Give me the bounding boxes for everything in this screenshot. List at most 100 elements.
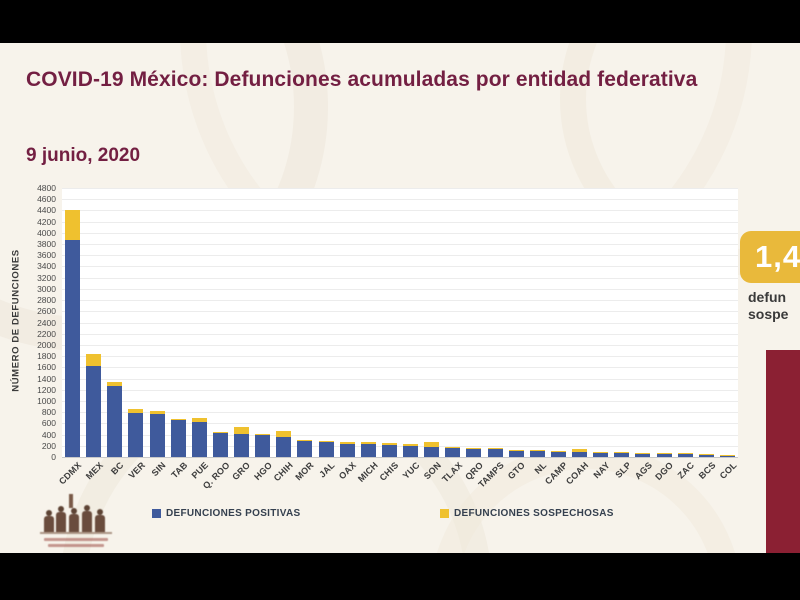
- x-tick-label-GTO: GTO: [506, 460, 528, 482]
- bar-positivas-NAY: [593, 451, 609, 457]
- bar-positivas-QRO: [466, 448, 482, 457]
- gridline: [62, 412, 738, 414]
- bar-positivas-COL: [719, 455, 735, 457]
- x-tick-label-NAY: NAY: [591, 460, 612, 481]
- bar-positivas-ZAC: [677, 453, 693, 457]
- bar-positivas-CHIH: [276, 436, 292, 457]
- logo-person-head: [46, 510, 52, 516]
- bar-sospechosas-OAX: [339, 441, 355, 444]
- y-tick-label: 1000: [37, 395, 56, 406]
- bar-positivas-TLAX: [445, 447, 461, 457]
- bar-positivas-GTO: [508, 450, 524, 457]
- government-logo: [38, 494, 114, 550]
- logo-text-blur: [48, 544, 104, 547]
- logo-person-head: [84, 505, 90, 511]
- x-tick-label-GRO: GRO: [230, 460, 253, 482]
- chart-legend: DEFUNCIONES POSITIVAS DEFUNCIONES SOSPEC…: [0, 508, 740, 528]
- y-tick-label: 4200: [37, 216, 56, 227]
- plot-area: [62, 188, 738, 458]
- date-label: 9 junio, 2020: [26, 145, 141, 166]
- gridline: [62, 434, 738, 436]
- bar-sospechosas-COAH: [572, 449, 588, 452]
- y-tick-label: 4400: [37, 205, 56, 216]
- side-maroon-rectangle: [766, 350, 800, 553]
- y-tick-label: 4800: [37, 183, 56, 193]
- bar-sospechosas-GRO: [234, 427, 250, 435]
- legend-item-positivas: DEFUNCIONES POSITIVAS: [152, 508, 300, 519]
- bar-positivas-HGO: [255, 434, 271, 457]
- logo-text-blur: [44, 538, 108, 541]
- bar-positivas-Q. ROO: [212, 433, 228, 457]
- x-tick-label-TLAX: TLAX: [439, 460, 464, 485]
- badge-caption-line2: sospe: [748, 306, 789, 322]
- bar-positivas-TAMPS: [487, 448, 503, 457]
- x-tick-label-CAMP: CAMP: [543, 460, 570, 487]
- logo-person-head: [58, 506, 64, 512]
- logo-base-line: [40, 532, 112, 534]
- bar-positivas-CHIS: [381, 444, 397, 457]
- y-tick-label: 0: [51, 452, 56, 462]
- y-tick-label: 1600: [37, 362, 56, 373]
- y-tick-label: 1800: [37, 351, 56, 362]
- gridline: [62, 266, 738, 268]
- x-tick-label-CHIH: CHIH: [271, 460, 295, 484]
- bar-sospechosas-MICH: [360, 442, 376, 445]
- logo-tower-figure: [69, 494, 73, 508]
- bar-positivas-BC: [107, 386, 123, 457]
- gridline: [62, 367, 738, 369]
- logo-figures: [42, 505, 110, 532]
- gridline: [62, 210, 738, 212]
- x-tick-label-COL: COL: [717, 460, 739, 481]
- badge-caption: defun sospe: [748, 289, 800, 323]
- bar-sospechosas-SIN: [149, 410, 165, 414]
- x-tick-label-CDMX: CDMX: [57, 460, 84, 487]
- x-tick-label-NL: NL: [532, 460, 549, 476]
- bar-sospechosas-BC: [107, 381, 123, 387]
- bar-sospechosas-JAL: [318, 441, 334, 443]
- logo-person-figure: [95, 509, 105, 532]
- y-tick-label: 2800: [37, 295, 56, 306]
- y-tick-label: 200: [41, 440, 56, 451]
- gridline: [62, 445, 738, 447]
- bar-positivas-CDMX: [65, 240, 81, 457]
- x-tick-label-SIN: SIN: [150, 460, 169, 479]
- gridline: [62, 300, 738, 302]
- y-tick-label: 2600: [37, 306, 56, 317]
- bar-sospechosas-MOR: [297, 440, 313, 441]
- bar-positivas-GRO: [234, 434, 250, 457]
- x-tick-label-SLP: SLP: [613, 460, 633, 480]
- x-tick-label-HGO: HGO: [251, 460, 274, 482]
- y-tick-label: 4600: [37, 194, 56, 205]
- bar-positivas-MOR: [297, 440, 313, 457]
- page-title: COVID-19 México: Defunciones acumuladas …: [26, 68, 698, 91]
- bar-positivas-COAH: [572, 451, 588, 457]
- bar-positivas-TAB: [170, 420, 186, 457]
- gridline: [62, 322, 738, 324]
- gridline: [62, 378, 738, 380]
- suspected-deaths-badge: 1,4: [740, 231, 800, 283]
- x-tick-label-DGO: DGO: [653, 460, 676, 482]
- bar-sospechosas-CAMP: [550, 450, 566, 452]
- gridline: [62, 423, 738, 425]
- x-tick-label-TAB: TAB: [169, 460, 190, 481]
- x-axis-labels: CDMX MEX BC VER SIN TAB PUE Q. ROO GRO HGO CHIH MOR…: [57, 460, 739, 500]
- bar-sospechosas-TAB: [170, 419, 186, 421]
- bar-positivas-AGS: [635, 453, 651, 457]
- gridline: [62, 188, 738, 189]
- y-tick-label: 2200: [37, 328, 56, 339]
- legend-label: DEFUNCIONES POSITIVAS: [166, 508, 301, 519]
- y-tick-label: 3600: [37, 250, 56, 261]
- y-tick-label: 4000: [37, 227, 56, 238]
- x-tick-label-YUC: YUC: [400, 460, 422, 481]
- bar-positivas-CAMP: [550, 451, 566, 457]
- gridline: [62, 221, 738, 223]
- logo-person-figure: [56, 506, 66, 532]
- slide-background: COVID-19 México: Defunciones acumuladas …: [0, 43, 800, 553]
- bar-sospechosas-SON: [424, 442, 440, 447]
- gridline: [62, 400, 738, 402]
- x-tick-label-OAX: OAX: [336, 460, 359, 482]
- bar-sospechosas-Q. ROO: [212, 432, 228, 434]
- badge-caption-line1: defun: [748, 289, 787, 305]
- bar-positivas-OAX: [339, 443, 355, 457]
- bar-sospechosas-YUC: [403, 444, 419, 446]
